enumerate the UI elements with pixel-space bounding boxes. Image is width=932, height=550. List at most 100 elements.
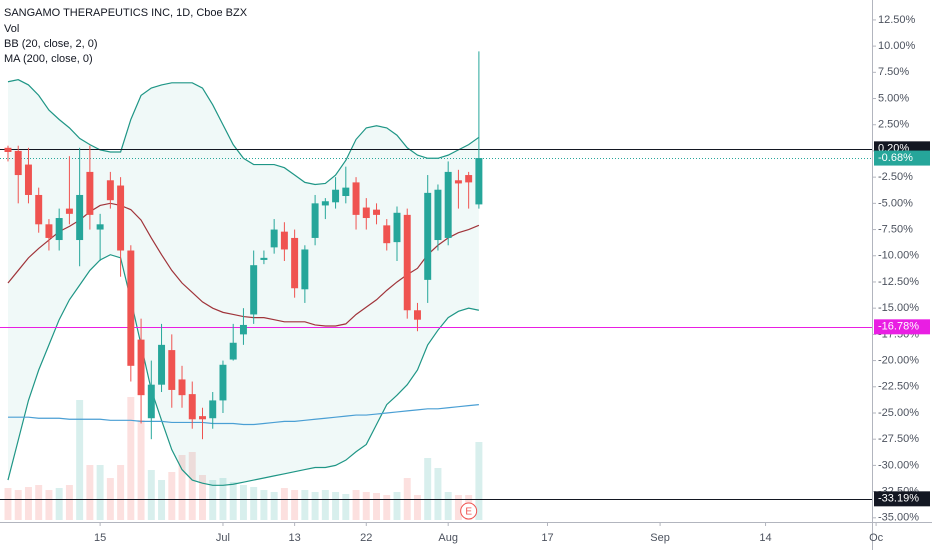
y-tick-label: -7.50%	[878, 223, 913, 235]
candle-body	[188, 394, 196, 420]
volume-bar	[199, 475, 206, 520]
candle-body	[454, 180, 462, 184]
candle-body	[413, 310, 421, 320]
y-tick-label: -30.00%	[878, 459, 919, 471]
candle-body	[158, 344, 166, 385]
candle-body	[24, 164, 32, 195]
candle-body	[178, 379, 186, 396]
y-tick-label: 2.50%	[878, 119, 909, 131]
y-tick-label: -35.00%	[878, 512, 919, 524]
volume-bar	[147, 470, 155, 520]
y-tick-label: 12.50%	[878, 14, 916, 26]
candle-body	[35, 194, 43, 225]
candle-body	[4, 147, 12, 152]
series-layer	[0, 51, 872, 520]
earnings-label: E	[465, 507, 472, 518]
price-label: -16.78%	[878, 321, 919, 333]
volume-bar	[168, 472, 176, 520]
volume-bar	[321, 490, 329, 520]
candle-body	[14, 150, 22, 176]
volume-bar	[76, 400, 84, 520]
volume-bar	[393, 492, 401, 520]
candle-body	[117, 185, 125, 251]
ma200-line	[7, 404, 479, 426]
candle-body	[45, 224, 53, 238]
volume-bar	[342, 494, 350, 520]
volume-bar	[86, 465, 94, 520]
volume-bar	[4, 488, 12, 520]
candle-body	[168, 350, 176, 390]
volume-bar	[434, 468, 442, 520]
y-tick-label: -5.00%	[878, 197, 913, 209]
candle-body	[352, 182, 360, 215]
volume-bar	[229, 482, 237, 520]
candle-body	[465, 175, 473, 183]
x-tick-label: Oc	[869, 532, 884, 544]
candle-body	[219, 364, 227, 401]
x-tick-label: Sep	[650, 532, 670, 544]
candle-body	[291, 237, 299, 289]
candle-body	[321, 201, 329, 206]
indicator-label: MA (200, close, 0)	[4, 53, 93, 65]
volume-bar	[188, 452, 196, 520]
candle-body	[393, 212, 401, 243]
candle-body	[250, 265, 258, 315]
volume-bar	[280, 488, 288, 520]
volume-bar	[178, 455, 186, 520]
indicator-label: BB (20, close, 2, 0)	[4, 38, 98, 50]
candle-body	[311, 203, 319, 238]
band-fill	[7, 79, 479, 486]
candle-body	[403, 214, 411, 311]
candle-body	[280, 231, 288, 250]
x-tick-label: 17	[541, 532, 553, 544]
volume-bar	[137, 420, 145, 520]
volume-bar	[362, 492, 370, 520]
y-tick-label: 10.00%	[878, 40, 916, 52]
candle-body	[96, 224, 104, 230]
bb-lower-line	[7, 254, 480, 486]
candle-body	[444, 171, 452, 238]
volume-bar	[96, 465, 104, 520]
y-tick-label: 7.50%	[878, 66, 909, 78]
volume-bar	[413, 495, 421, 520]
y-tick-label: -22.50%	[878, 381, 919, 393]
candle-body	[260, 257, 268, 260]
candle-body	[229, 342, 237, 360]
candle-body	[424, 192, 432, 280]
candle-body	[342, 187, 350, 197]
volume-bar	[301, 490, 309, 520]
y-tick-label: -20.00%	[878, 354, 919, 366]
candle-body	[199, 416, 206, 420]
chart-title: SANGAMO THERAPEUTICS INC, 1D, Cboe BZX	[4, 7, 248, 19]
y-tick-label: 5.00%	[878, 92, 909, 104]
x-tick-label: Aug	[438, 532, 458, 544]
volume-bar	[24, 487, 32, 520]
candle-body	[106, 180, 114, 201]
volume-bar	[475, 442, 483, 520]
volume-bar	[332, 492, 340, 520]
candle-body	[55, 218, 63, 241]
candle-body	[434, 189, 442, 241]
candle-body	[127, 250, 135, 366]
candle-body	[65, 208, 73, 214]
volume-bar	[250, 487, 258, 520]
volume-bar	[311, 492, 319, 520]
volume-bar	[291, 490, 299, 520]
volume-bar	[260, 490, 268, 520]
candle-body	[239, 324, 247, 335]
candle-body	[209, 400, 217, 419]
volume-bar	[14, 490, 22, 520]
candle-body	[147, 384, 155, 419]
candle-body	[86, 171, 94, 215]
y-tick-label: -15.00%	[878, 302, 919, 314]
candle-body	[475, 158, 483, 205]
candle-body	[332, 189, 340, 203]
candle-body	[137, 339, 145, 396]
volume-bar	[127, 397, 135, 520]
x-tick-label: 22	[360, 532, 372, 544]
volume-bar	[352, 490, 360, 520]
y-tick-label: -10.00%	[878, 250, 919, 262]
